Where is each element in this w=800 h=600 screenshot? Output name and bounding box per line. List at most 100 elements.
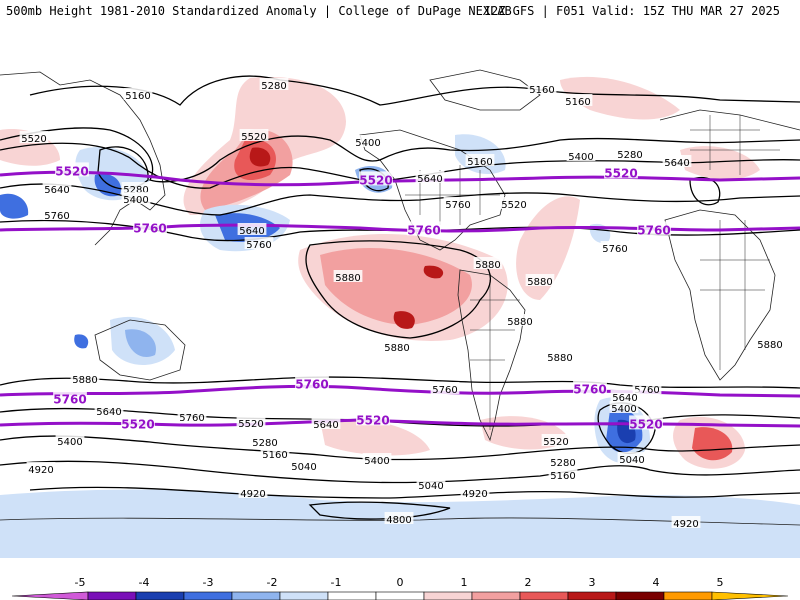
label-5760-sw-bg — [53, 390, 87, 405]
label-5520-saus-bg — [236, 416, 266, 428]
map-title: 500mb Height 1981-2010 Standardized Anom… — [6, 4, 512, 18]
anomaly-pos-arctic — [560, 76, 680, 120]
label-5760-atl: 5760 — [600, 241, 630, 255]
label-5520-npac: 5520 — [359, 171, 393, 188]
label-5640-sw-bg — [94, 404, 124, 416]
colorbar-cells — [11, 591, 789, 600]
highlight-labels: 5520 5520 5520 5760 5760 5760 5760 5760 5760 5520… — [53, 162, 671, 432]
label-5280-asia-bg — [121, 182, 151, 194]
label-5160-hudson-bg — [465, 154, 495, 166]
colorbar-tick-label: 2 — [525, 576, 532, 589]
label-5880-car-text: 5880 — [475, 260, 500, 271]
coast-australia — [94, 319, 186, 381]
label-5640-satl: 5640 — [610, 390, 640, 404]
anomaly-neg-antarctic-2 — [0, 513, 260, 538]
label-5640-eur: 5640 — [662, 155, 692, 169]
europe-country-lines — [690, 115, 780, 175]
colorbar-tick-label: 4 — [653, 576, 660, 589]
sam-country-lines — [470, 280, 520, 430]
label-5520-satl-text: 5520 — [629, 418, 662, 432]
label-5880-aus-text: 5880 — [72, 375, 97, 386]
label-5160-sam-text: 5160 — [550, 471, 575, 482]
label-5520-nw-bg — [55, 162, 89, 177]
coast-africa — [664, 209, 776, 381]
label-5280-sam: 5280 — [548, 455, 578, 469]
label-4800-ant: 4800 — [384, 512, 414, 526]
label-4920-ant: 4920 — [238, 486, 268, 500]
label-5880-car-bg — [473, 257, 503, 269]
anomaly-pos-bering-4 — [249, 147, 271, 167]
label-5760-pac: 5760 — [244, 237, 274, 251]
label-5760-nam-text: 5760 — [445, 200, 470, 211]
label-5880-epac-text: 5880 — [335, 273, 360, 284]
label-5880-sam2: 5880 — [505, 314, 535, 328]
label-5760-s: 5760 — [632, 382, 662, 396]
label-5760-npac-bg — [133, 219, 167, 234]
label-5520-natl-bg — [604, 164, 638, 179]
label-5520-nam-bg — [499, 197, 529, 209]
model-valid-time: 12Z GFS | F051 Valid: 15Z THU MAR 27 202… — [483, 4, 780, 18]
label-5760-atl-text: 5760 — [602, 244, 627, 255]
colorbar-cell-8 — [423, 591, 473, 600]
colorbar-cell-11 — [567, 591, 617, 600]
label-5400-asia: 5400 — [121, 192, 151, 206]
contour-5640-north — [0, 183, 800, 216]
label-4920-sw: 4920 — [26, 462, 56, 476]
label-5760-satl-bg — [573, 380, 607, 395]
label-5040-saus: 5040 — [289, 459, 319, 473]
label-5040-satl-bg — [416, 478, 446, 490]
label-5400-spac: 5400 — [362, 453, 392, 467]
label-5520-satl: 5520 — [629, 415, 663, 432]
label-5640-sw: 5640 — [94, 404, 124, 418]
label-5040-saus-text: 5040 — [291, 462, 316, 473]
anomaly-neg-w — [0, 193, 29, 219]
label-5520-nam: 5520 — [499, 197, 529, 211]
contour-5640-south — [0, 407, 800, 427]
label-5520-spac-text: 5520 — [356, 414, 389, 428]
anomaly-neg-aus-2 — [125, 329, 156, 358]
label-4920-sw-bg — [26, 462, 56, 474]
label-5520-satl-bg — [629, 415, 663, 430]
label-5040-spac-bg — [617, 452, 647, 464]
label-5760-ne-text: 5760 — [637, 224, 670, 238]
label-5760-spac-text: 5760 — [295, 378, 328, 392]
colorbar-tick-label: -5 — [75, 576, 86, 589]
colorbar-tick-label: 0 — [397, 576, 404, 589]
label-5160-ne2-bg — [563, 94, 593, 106]
label-5640-spac-text: 5640 — [313, 420, 338, 431]
label-5160-hudson-text: 5160 — [467, 157, 492, 168]
label-5760-aus: 5760 — [177, 410, 207, 424]
label-5880-car: 5880 — [473, 257, 503, 271]
label-4920-ant-text: 4920 — [240, 489, 265, 500]
label-5880-epac: 5880 — [333, 270, 363, 284]
label-5520-sam-text: 5520 — [543, 437, 568, 448]
coast-antarctica — [0, 517, 800, 526]
label-5760-satl-text: 5760 — [573, 383, 606, 397]
label-5400-atl-bg — [566, 149, 596, 161]
colorbar-tick-label: -2 — [267, 576, 278, 589]
label-5880-aus-bg — [70, 372, 100, 384]
label-5640-pac-bg — [237, 223, 267, 235]
label-5160-sam: 5160 — [548, 468, 578, 482]
label-5520-spac: 5520 — [356, 411, 390, 428]
label-5160-ne2-text: 5160 — [565, 97, 590, 108]
contour-4800-ant — [308, 501, 451, 520]
label-5760-pac-text: 5760 — [246, 240, 271, 251]
label-5760-satl2-text: 5760 — [432, 385, 457, 396]
colorbar-cell-5 — [279, 591, 329, 600]
label-4920-sw-text: 4920 — [28, 465, 53, 476]
label-5040-spac-text: 5040 — [619, 455, 644, 466]
label-4800-ant-bg — [384, 512, 414, 524]
label-5760-npac: 5760 — [133, 219, 167, 236]
anomaly-neg-ind — [74, 334, 89, 349]
label-5520-saus: 5520 — [236, 416, 266, 430]
contour-low-asia — [97, 146, 149, 190]
label-5880-spac-bg — [382, 340, 412, 352]
label-5280-n: 5280 — [259, 78, 289, 92]
colorbar-cell-12 — [615, 591, 665, 600]
label-5880-spac-text: 5880 — [384, 343, 409, 354]
label-5640-nam-text: 5640 — [417, 174, 442, 185]
colorbar-tick-label: -3 — [203, 576, 214, 589]
label-5880-sam-text: 5880 — [547, 353, 572, 364]
